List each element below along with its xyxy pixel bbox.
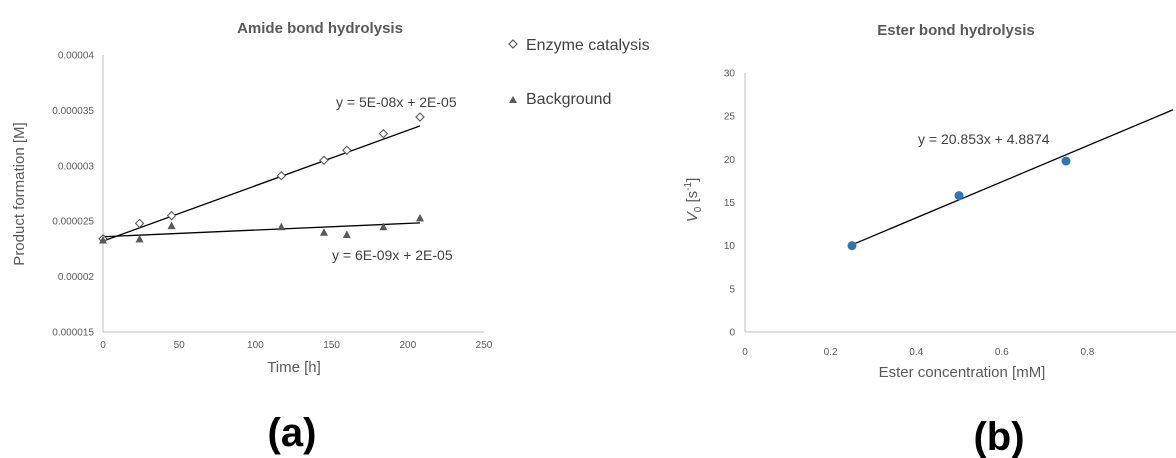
chart-b-x-label: Ester concentration [mM]	[879, 364, 1046, 381]
enzyme-point	[166, 210, 177, 221]
background-point	[135, 234, 144, 243]
y-tick-label: 0.00003	[58, 161, 95, 172]
x-tick-label: 50	[174, 340, 186, 351]
x-tick-label: 0.4	[909, 347, 923, 358]
chart-b-x-ticks: 0 0.2 0.4 0.6 0.8	[742, 347, 1095, 358]
chart-a-trendlines	[102, 125, 421, 242]
background-point	[415, 213, 424, 222]
y-tick-label: 5	[729, 284, 735, 295]
chart-amide-hydrolysis: Amide bond hydrolysis 0 50 100 150 200 250 0.…	[11, 20, 650, 455]
enzyme-point	[276, 170, 287, 181]
y-tick-label: 15	[724, 198, 736, 209]
chart-a-x-label: Time [h]	[267, 359, 321, 376]
enzyme-point	[134, 218, 145, 229]
chart-b-equation: y = 20.853x + 4.8874	[918, 131, 1050, 147]
y-tick-label: 0	[729, 328, 735, 339]
enzyme-point	[415, 112, 425, 122]
y-tick-label: 0.00004	[58, 51, 95, 62]
legend-diamond-icon	[508, 39, 518, 49]
enzyme-point	[342, 145, 352, 156]
chart-a-title: Amide bond hydrolysis	[237, 20, 403, 37]
legend-background-label: Background	[526, 91, 611, 108]
background-point	[379, 222, 388, 231]
y-tick-label: 20	[724, 155, 736, 166]
x-tick-label: 0.8	[1080, 347, 1094, 358]
y-tick-label: 30	[724, 69, 736, 80]
chart-b-points	[847, 156, 1071, 251]
trendline	[102, 222, 421, 238]
background-point	[342, 230, 351, 238]
y-tick-label: 0.00002	[58, 272, 95, 283]
legend-triangle-icon	[509, 96, 517, 103]
legend-enzyme-label: Enzyme catalysis	[526, 37, 650, 54]
ester-point	[1061, 156, 1071, 166]
background-point	[99, 236, 107, 244]
chart-b-y-label: V0 [s-1]	[683, 178, 704, 223]
y-label-sup: -1	[683, 181, 694, 190]
y-tick-label: 0.000015	[52, 328, 94, 339]
chart-a-y-label: Product formation [M]	[11, 122, 28, 265]
x-tick-label: 0	[100, 340, 106, 351]
x-tick-label: 0.2	[824, 347, 838, 358]
x-tick-label: 200	[399, 340, 416, 351]
panel-label-a: (a)	[268, 411, 317, 455]
chart-a-x-ticks: 0 50 100 150 200 250	[100, 340, 493, 351]
x-tick-label: 0.6	[995, 347, 1009, 358]
enzyme-point	[319, 155, 329, 166]
chart-b-trendline	[851, 109, 1174, 246]
x-tick-label: 250	[476, 340, 493, 351]
chart-a-enzyme-equation: y = 5E-08x + 2E-05	[336, 94, 457, 110]
x-tick-label: 0	[742, 347, 748, 358]
background-point	[319, 228, 328, 236]
y-tick-label: 25	[724, 112, 736, 123]
chart-ester-hydrolysis: Ester bond hydrolysis 0 0.2 0.4 0.6 0.8 0 5 10…	[683, 22, 1176, 458]
chart-a-background-equation: y = 6E-09x + 2E-05	[332, 247, 453, 263]
background-point	[277, 222, 286, 231]
chart-b-y-ticks: 0 5 10 15 20 25 30	[724, 69, 736, 339]
y-label-main: V	[684, 210, 701, 222]
trendline	[102, 125, 421, 242]
chart-a-legend: Enzyme catalysis Background	[508, 37, 650, 108]
x-tick-label: 150	[323, 340, 340, 351]
y-label-unit: [s	[684, 191, 701, 207]
x-tick-label: 100	[247, 340, 264, 351]
ester-point	[847, 241, 857, 251]
ester-point	[954, 191, 964, 201]
chart-a-y-ticks: 0.000015 0.00002 0.000025 0.00003 0.000035 0.…	[52, 51, 94, 339]
trendline	[851, 109, 1174, 246]
enzyme-point	[378, 128, 389, 139]
y-label-close: ]	[684, 178, 701, 182]
y-tick-label: 0.000035	[52, 106, 94, 117]
y-tick-label: 0.000025	[52, 217, 94, 228]
panel-label-b: (b)	[973, 415, 1024, 458]
chart-a-points	[98, 112, 425, 244]
y-label-sub: 0	[693, 206, 704, 212]
y-tick-label: 10	[724, 241, 736, 252]
background-point	[167, 221, 176, 230]
chart-b-title: Ester bond hydrolysis	[877, 22, 1035, 39]
